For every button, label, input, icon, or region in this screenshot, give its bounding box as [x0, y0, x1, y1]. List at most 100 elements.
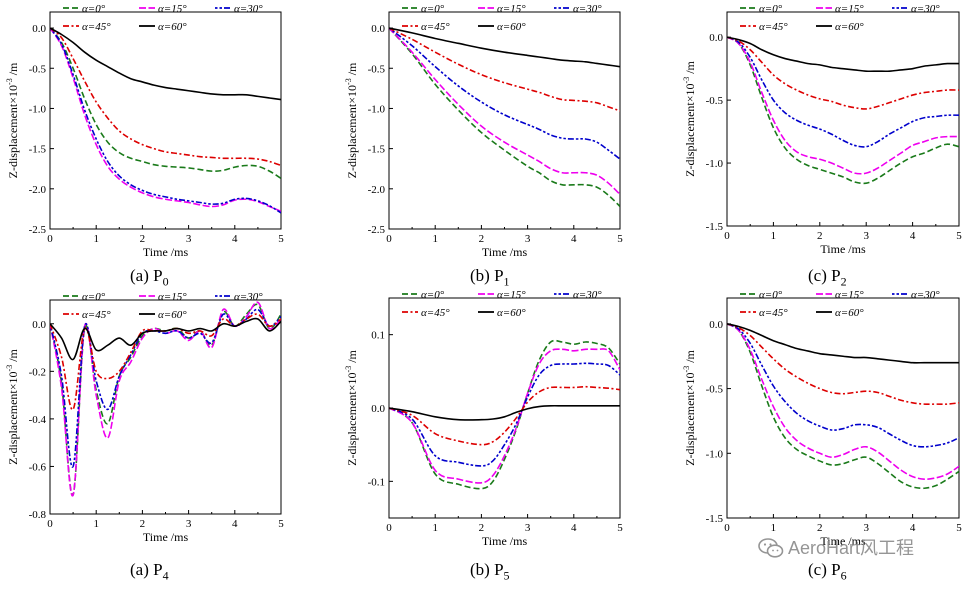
y-tick-label: -0.5: [368, 63, 386, 75]
y-tick-label: -2.0: [368, 184, 386, 196]
y-tick-label: 0.1: [371, 330, 385, 342]
y-tick-label: -0.4: [29, 414, 47, 426]
series-group: [727, 323, 959, 490]
caption-subscript: 0: [162, 274, 169, 289]
x-axis-label: Time /ms: [820, 534, 866, 548]
series-group: [50, 27, 281, 214]
y-axis-label-main: Z-displacement×10: [683, 372, 697, 465]
y-axis-label-unit: /m: [6, 348, 20, 364]
x-tick-label: 0: [47, 518, 53, 530]
x-tick-label: 1: [93, 233, 99, 245]
y-axis-label-exponent: -3: [5, 78, 14, 85]
y-tick-label: -1.0: [706, 448, 724, 460]
y-axis-label-main: Z-displacement×10: [6, 85, 20, 178]
series-line-2: [389, 27, 620, 196]
x-tick-label: 5: [617, 522, 623, 534]
series-line-5: [389, 404, 620, 421]
x-tick-label: 2: [479, 522, 485, 534]
caption-point: P: [831, 266, 841, 285]
chart-panel-3: 0 1 2 3 4 5 0.0 -0.5 -1.0 -1.5 Time /ms Z-displacem…: [682, 3, 962, 256]
series-line-2: [50, 27, 281, 213]
y-axis-label: Z-displacement×10-3 /m: [5, 62, 20, 178]
x-tick-label: 3: [186, 233, 192, 245]
x-tick-label: 3: [863, 230, 869, 242]
y-axis-label-main: Z-displacement×10: [345, 85, 359, 178]
x-tick-label: 0: [724, 230, 730, 242]
y-tick-label: 0.0: [709, 319, 723, 331]
series-line-5: [727, 323, 959, 364]
panel-caption-3: (c) P2: [808, 266, 847, 289]
x-tick-label: 2: [140, 233, 146, 245]
caption-point: P: [153, 560, 163, 579]
panel-caption-2: (b) P1: [470, 266, 510, 289]
legend-label-4: α=45°: [421, 21, 450, 33]
x-axis-label: Time /ms: [482, 245, 528, 259]
y-tick-label: 0.0: [32, 23, 46, 35]
x-tick-label: 4: [232, 518, 238, 530]
caption-subscript: 4: [162, 568, 169, 583]
y-axis-label: Z-displacement×10-3 /m: [5, 348, 20, 464]
series-line-1: [727, 36, 959, 185]
series-line-5: [389, 27, 620, 68]
y-tick-label: -0.5: [706, 384, 724, 396]
series-line-2: [389, 348, 620, 484]
legend-label-3: α=30°: [573, 289, 602, 301]
y-axis-label: Z-displacement×10-3 /m: [682, 60, 697, 176]
caption-prefix: (a): [130, 560, 154, 579]
x-tick-label: 3: [186, 518, 192, 530]
legend-label-5: α=60°: [158, 309, 187, 321]
x-tick-label: 4: [910, 230, 916, 242]
series-line-2: [727, 323, 959, 481]
y-tick-label: 0.0: [371, 403, 385, 415]
x-tick-label: 2: [817, 230, 823, 242]
x-tick-label: 1: [432, 522, 438, 534]
x-tick-label: 1: [93, 518, 99, 530]
legend-label-3: α=30°: [911, 3, 940, 15]
x-tick-label: 1: [432, 233, 438, 245]
y-tick-label: 0.0: [32, 319, 46, 331]
x-tick-label: 5: [956, 230, 962, 242]
y-axis-label-exponent: -3: [344, 78, 353, 85]
plot-frame: [388, 11, 621, 230]
legend-label-1: α=0°: [421, 289, 445, 301]
caption-point: P: [494, 266, 504, 285]
legend-label-4: α=45°: [421, 307, 450, 319]
x-tick-label: 0: [47, 233, 53, 245]
caption-point: P: [831, 560, 841, 579]
legend-label-1: α=0°: [759, 3, 783, 15]
y-tick-label: -1.5: [368, 144, 386, 156]
series-group: [50, 301, 281, 497]
y-axis-label-main: Z-displacement×10: [683, 83, 697, 176]
y-tick-label: -1.0: [29, 103, 47, 115]
plot-frame: [726, 11, 960, 227]
x-tick-label: 2: [140, 518, 146, 530]
legend-label-2: α=15°: [835, 3, 864, 15]
y-axis-label-unit: /m: [683, 349, 697, 365]
y-axis-label-exponent: -3: [344, 366, 353, 373]
legend-label-5: α=60°: [835, 307, 864, 319]
y-axis-label-unit: /m: [683, 60, 697, 76]
y-tick-label: 0.0: [709, 32, 723, 44]
series-line-3: [50, 308, 281, 468]
legend-label-1: α=0°: [759, 289, 783, 301]
series-line-3: [389, 362, 620, 467]
legend-label-3: α=30°: [573, 3, 602, 15]
series-line-1: [389, 27, 620, 208]
x-tick-label: 2: [817, 522, 823, 534]
y-tick-label: -0.2: [29, 366, 46, 378]
y-tick-label: -2.0: [29, 184, 47, 196]
legend-label-5: α=60°: [497, 21, 526, 33]
y-tick-label: -0.8: [29, 509, 47, 521]
watermark-text: AeroHart风工程: [788, 538, 915, 558]
panel-caption-6: (c) P6: [808, 560, 847, 583]
panel-caption-1: (a) P0: [130, 266, 169, 289]
legend-label-5: α=60°: [835, 21, 864, 33]
panel-caption-4: (a) P4: [130, 560, 169, 583]
y-tick-label: -2.5: [368, 224, 386, 236]
caption-prefix: (c): [808, 560, 832, 579]
legend-label-4: α=45°: [82, 21, 111, 33]
y-axis-label-main: Z-displacement×10: [345, 372, 359, 465]
legend-label-1: α=0°: [82, 3, 106, 15]
x-tick-label: 3: [525, 233, 531, 245]
legend-label-1: α=0°: [421, 3, 445, 15]
